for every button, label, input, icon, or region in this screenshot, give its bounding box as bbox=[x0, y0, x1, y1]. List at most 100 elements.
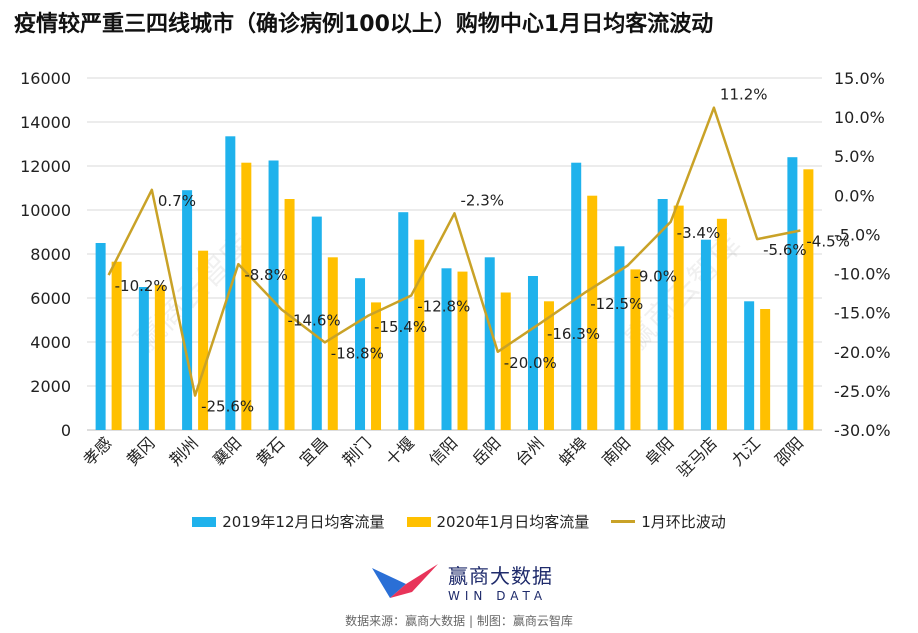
x-category-label: 襄阳 bbox=[209, 433, 245, 469]
y-left-tick-label: 14000 bbox=[20, 113, 71, 132]
bar-2019-dec bbox=[571, 162, 582, 430]
legend: 2019年12月日均客流量 2020年1月日均客流量 1月环比波动 bbox=[0, 511, 918, 532]
bar-2020-jan bbox=[543, 301, 554, 430]
mom-change-data-label: -15.4% bbox=[374, 318, 427, 336]
x-category-label: 孝感 bbox=[79, 433, 115, 469]
y-left-tick-label: 8000 bbox=[30, 245, 71, 264]
y-right-tick-label: -10.0% bbox=[834, 265, 891, 284]
mom-change-data-label: -9.0% bbox=[633, 268, 677, 286]
chart-title: 疫情较严重三四线城市（确诊病例100以上）购物中心1月日均客流波动 bbox=[14, 12, 714, 37]
bar-2020-jan bbox=[760, 309, 771, 430]
bar-2020-jan bbox=[673, 205, 684, 430]
mom-change-data-label: -2.3% bbox=[461, 191, 505, 209]
y-right-tick-label: -15.0% bbox=[834, 304, 891, 323]
mom-change-data-label: -18.8% bbox=[331, 344, 384, 362]
bar-2020-jan bbox=[587, 195, 598, 430]
x-category-label: 十堰 bbox=[382, 433, 418, 469]
bar-2019-dec bbox=[138, 287, 149, 430]
bar-2020-jan bbox=[327, 257, 338, 430]
mom-change-data-label: -10.2% bbox=[115, 277, 168, 295]
x-category-label: 岳阳 bbox=[468, 433, 504, 469]
bar-2019-dec bbox=[268, 160, 279, 430]
y-right-tick-label: -20.0% bbox=[834, 343, 891, 362]
legend-item-2019-dec: 2019年12月日均客流量 bbox=[192, 511, 385, 532]
bar-2019-dec bbox=[398, 212, 409, 430]
bar-2020-jan bbox=[154, 284, 165, 430]
y-right-tick-label: 15.0% bbox=[834, 69, 885, 88]
mom-change-data-label: 11.2% bbox=[720, 86, 768, 104]
y-right-tick-label: 0.0% bbox=[834, 186, 875, 205]
mom-change-data-label: -5.6% bbox=[763, 241, 807, 259]
legend-label-2019-dec: 2019年12月日均客流量 bbox=[222, 513, 385, 531]
bar-2019-dec bbox=[355, 278, 366, 430]
y-left-tick-label: 4000 bbox=[30, 333, 71, 352]
y-right-tick-label: 10.0% bbox=[834, 108, 885, 127]
x-category-label: 台州 bbox=[512, 433, 548, 469]
x-category-label: 阜阳 bbox=[641, 433, 677, 469]
x-category-label: 荆州 bbox=[166, 433, 202, 469]
y-right-tick-label: -25.0% bbox=[834, 382, 891, 401]
legend-label-mom-change: 1月环比波动 bbox=[641, 513, 726, 531]
brand-logo-icon bbox=[372, 563, 438, 598]
bar-2020-jan bbox=[198, 250, 209, 430]
y-left-tick-label: 12000 bbox=[20, 157, 71, 176]
mom-change-data-label: -4.5% bbox=[806, 233, 850, 251]
x-category-label: 九江 bbox=[728, 433, 764, 469]
bar-2020-jan bbox=[716, 218, 727, 430]
x-category-label: 黄冈 bbox=[123, 433, 159, 469]
bar-2020-jan bbox=[500, 292, 511, 430]
y-left-tick-label: 2000 bbox=[30, 377, 71, 396]
y-left-tick-label: 16000 bbox=[20, 69, 71, 88]
x-category-label: 驻马店 bbox=[673, 433, 720, 480]
bar-2020-jan bbox=[457, 271, 468, 430]
bar-2019-dec bbox=[225, 136, 236, 431]
x-category-label: 南阳 bbox=[598, 433, 634, 469]
x-category-label: 信阳 bbox=[425, 433, 461, 469]
legend-item-2020-jan: 2020年1月日均客流量 bbox=[406, 511, 589, 532]
bar-2020-jan bbox=[414, 239, 425, 430]
y-right-tick-label: 5.0% bbox=[834, 147, 875, 166]
legend-swatch-2020-jan bbox=[406, 516, 431, 527]
bar-2019-dec bbox=[95, 243, 106, 430]
x-category-label: 荆门 bbox=[339, 433, 375, 469]
mom-change-data-label: -12.8% bbox=[417, 297, 470, 315]
mom-change-data-label: -8.8% bbox=[244, 266, 288, 284]
bar-2019-dec bbox=[441, 268, 452, 430]
mom-change-data-label: -3.4% bbox=[677, 224, 721, 242]
brand-name: 赢商大数据 bbox=[448, 564, 553, 588]
bar-2019-dec bbox=[311, 216, 322, 430]
bar-2019-dec bbox=[484, 257, 495, 430]
source-note: 数据来源：赢商大数据 | 制图：赢商云智库 bbox=[345, 614, 573, 628]
bar-2020-jan bbox=[371, 302, 382, 430]
bar-2019-dec bbox=[614, 246, 625, 430]
y-left-tick-label: 0 bbox=[61, 421, 71, 440]
y-right-tick-label: -5.0% bbox=[834, 225, 880, 244]
bar-2019-dec bbox=[787, 157, 798, 430]
mom-change-data-label: -20.0% bbox=[504, 354, 557, 372]
bar-2019-dec bbox=[700, 239, 711, 430]
mom-change-line bbox=[107, 106, 801, 397]
brand-logo: 赢商大数据 WIN DATA bbox=[370, 560, 553, 603]
bar-2020-jan bbox=[803, 169, 814, 431]
bar-2019-dec bbox=[744, 301, 755, 430]
bar-2020-jan bbox=[241, 162, 252, 430]
legend-swatch-mom-change bbox=[611, 520, 636, 523]
bar-2019-dec bbox=[182, 190, 193, 430]
legend-swatch-2019-dec bbox=[192, 516, 217, 527]
y-left-tick-label: 6000 bbox=[30, 289, 71, 308]
x-category-label: 蚌埠 bbox=[555, 433, 591, 469]
bar-2019-dec bbox=[657, 199, 668, 430]
bar-2019-dec bbox=[527, 276, 538, 430]
x-category-label: 邵阳 bbox=[771, 433, 807, 469]
mom-change-data-label: -16.3% bbox=[547, 325, 600, 343]
y-right-tick-label: -30.0% bbox=[834, 421, 891, 440]
y-left-tick-label: 10000 bbox=[20, 201, 71, 220]
brand-subtitle: WIN DATA bbox=[448, 589, 548, 603]
bar-2020-jan bbox=[111, 261, 122, 430]
mom-change-data-label: -14.6% bbox=[288, 312, 341, 330]
x-category-label: 宜昌 bbox=[296, 433, 332, 469]
mom-change-data-label: -25.6% bbox=[201, 398, 254, 416]
legend-item-mom-change: 1月环比波动 bbox=[611, 511, 726, 532]
x-category-label: 黄石 bbox=[252, 433, 288, 469]
